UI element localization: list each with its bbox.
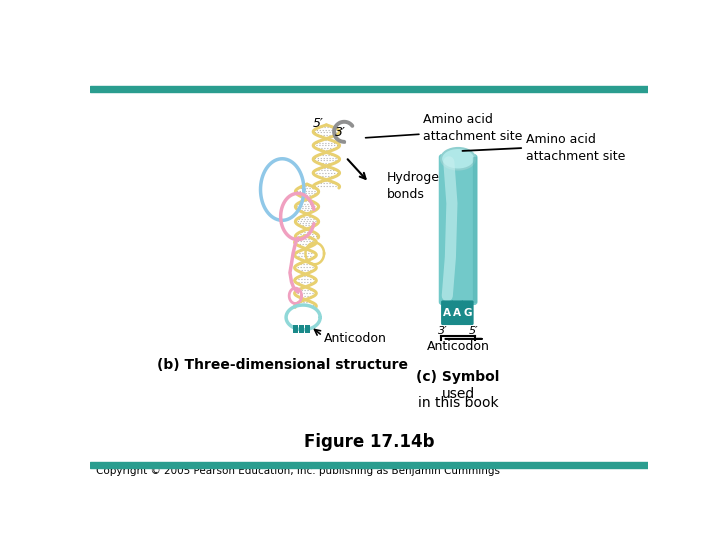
FancyBboxPatch shape: [438, 154, 477, 305]
Bar: [300, 325, 304, 333]
Text: (c) Symbol: (c) Symbol: [416, 370, 500, 383]
Text: 5′: 5′: [313, 117, 324, 130]
Bar: [293, 325, 297, 333]
Text: in this book: in this book: [418, 396, 498, 410]
Bar: [90, 462, 648, 468]
Text: Anticodon: Anticodon: [324, 332, 387, 345]
FancyBboxPatch shape: [462, 300, 474, 325]
FancyBboxPatch shape: [451, 300, 464, 325]
Text: A: A: [454, 308, 462, 318]
Bar: [305, 325, 310, 333]
FancyBboxPatch shape: [441, 300, 454, 325]
Text: Amino acid
attachment site: Amino acid attachment site: [526, 133, 625, 163]
Text: Anticodon: Anticodon: [427, 340, 490, 353]
Text: 3′: 3′: [438, 326, 447, 336]
Text: Hydrogen
bonds: Hydrogen bonds: [387, 172, 448, 201]
Text: G: G: [463, 308, 472, 318]
Bar: [90, 85, 648, 92]
Text: 5′: 5′: [469, 326, 478, 336]
Text: used: used: [441, 387, 474, 401]
Text: Amino acid
attachment site: Amino acid attachment site: [423, 113, 523, 143]
Text: Figure 17.14b: Figure 17.14b: [304, 433, 434, 451]
Ellipse shape: [441, 148, 475, 170]
Text: (b) Three-dimensional structure: (b) Three-dimensional structure: [157, 358, 408, 372]
Polygon shape: [473, 157, 476, 302]
Text: A: A: [444, 308, 451, 318]
Text: Copyright © 2005 Pearson Education, Inc. publishing as Benjamin Cummings: Copyright © 2005 Pearson Education, Inc.…: [96, 467, 500, 476]
Text: 3′: 3′: [335, 126, 346, 139]
